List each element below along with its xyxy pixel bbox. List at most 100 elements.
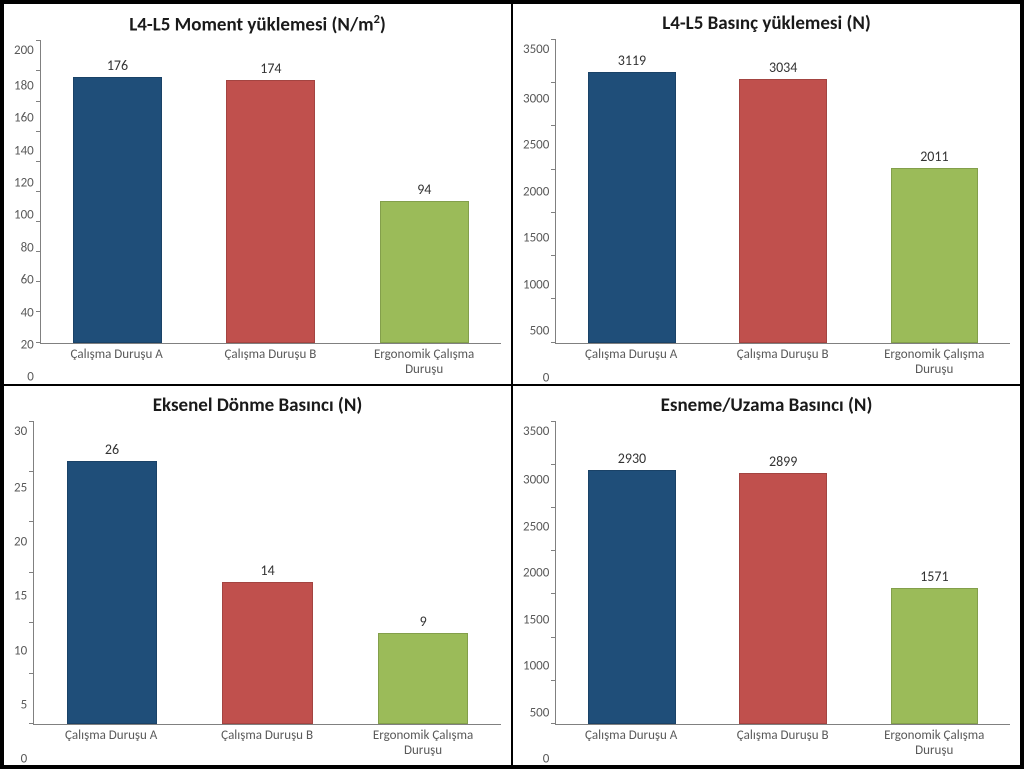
y-tick-label: 120 xyxy=(14,176,34,189)
bar xyxy=(222,582,312,724)
x-category-label: Ergonomik ÇalışmaDuruşu xyxy=(347,348,501,378)
y-tick-label: 160 xyxy=(14,112,34,125)
bar-slot: 2930 xyxy=(556,421,707,725)
plot-wrap: 26149Çalışma Duruşu AÇalışma Duruşu BErg… xyxy=(33,421,501,760)
chart-panel-0: L4-L5 Moment yüklemesi (N/m2)20018016014… xyxy=(3,3,512,385)
y-tick-label: 0 xyxy=(543,371,550,384)
bar xyxy=(588,72,676,343)
value-label: 14 xyxy=(261,562,275,579)
y-tick-label: 80 xyxy=(21,241,34,254)
y-tick-label: 3500 xyxy=(523,43,549,56)
chart-title: L4-L5 Basınç yüklemesi (N) xyxy=(523,12,1010,35)
y-tick-label: 3000 xyxy=(523,92,549,105)
bar xyxy=(378,633,468,724)
y-tick-label: 60 xyxy=(21,274,34,287)
value-label: 3034 xyxy=(769,59,797,76)
x-category-label: Çalışma Duruşu A xyxy=(40,348,194,378)
y-tick-label: 20 xyxy=(21,338,34,351)
value-label: 94 xyxy=(417,181,431,198)
chart-panel-1: L4-L5 Basınç yüklemesi (N) 3500 3000 2500 20… xyxy=(512,3,1021,385)
x-category-label: Ergonomik ÇalışmaDuruşu xyxy=(858,348,1010,378)
y-tick-label: 1500 xyxy=(523,232,549,245)
value-label: 1571 xyxy=(920,568,948,585)
bar-slot: 174 xyxy=(194,40,347,342)
x-category-label: Çalışma Duruşu A xyxy=(33,729,189,759)
chart-title: Eksenel Dönme Basıncı (N) xyxy=(14,394,501,417)
chart-title: Esneme/Uzama Basıncı (N) xyxy=(523,394,1010,417)
bars: 26149 xyxy=(34,421,501,725)
chart-area: 3500300025002000150010005000293028991571… xyxy=(523,421,1010,760)
bar-slot: 3119 xyxy=(556,39,707,343)
x-category-label: Ergonomik ÇalışmaDuruşu xyxy=(858,729,1010,759)
chart-area: 3500300025002000150010005000311930342011… xyxy=(523,39,1010,378)
bar xyxy=(891,588,979,724)
bars: 176 174 94 xyxy=(41,40,501,342)
bar xyxy=(891,168,979,342)
bar-slot: 176 xyxy=(41,40,194,342)
plot: 3119 3034 2011 xyxy=(555,39,1010,344)
bar xyxy=(739,79,827,342)
y-tick-label: 0 xyxy=(27,371,34,384)
bar xyxy=(226,80,315,343)
chart-area: 20018016014012010080604020017617494Çalış… xyxy=(14,40,501,377)
plot-wrap: 3119 3034 2011 Çalışma Duruşu AÇalışma Duru… xyxy=(555,39,1010,378)
bar-slot: 3034 xyxy=(708,39,859,343)
y-tick-label: 500 xyxy=(530,706,550,719)
y-tick-label: 0 xyxy=(21,753,28,766)
x-category-label: Çalışma Duruşu B xyxy=(707,348,859,378)
y-tick-label: 30 xyxy=(14,424,27,437)
bar xyxy=(73,77,162,343)
bar-slot: 26 xyxy=(34,421,190,725)
x-axis: Çalışma Duruşu AÇalışma Duruşu BErgonomi… xyxy=(40,344,501,378)
y-tick-label: 1000 xyxy=(523,660,549,673)
y-tick-label: 2500 xyxy=(523,520,549,533)
bars: 3119 3034 2011 xyxy=(556,39,1010,343)
x-category-label: Çalışma Duruşu A xyxy=(555,729,707,759)
y-tick-label: 140 xyxy=(14,144,34,157)
plot-wrap: 2930 2899 1571 Çalışma Duruşu AÇalışma Duru… xyxy=(555,421,1010,760)
y-tick-label: 2000 xyxy=(523,185,549,198)
y-tick-label: 15 xyxy=(14,590,27,603)
chart-area: 30252015105026149Çalışma Duruşu AÇalışma… xyxy=(14,421,501,760)
bar xyxy=(588,470,676,724)
y-tick-label: 10 xyxy=(14,644,27,657)
y-tick-label: 1000 xyxy=(523,278,549,291)
x-axis: Çalışma Duruşu AÇalışma Duruşu BErgonomi… xyxy=(555,725,1010,759)
y-tick-label: 0 xyxy=(543,753,550,766)
bar-slot: 2011 xyxy=(859,39,1010,343)
bar xyxy=(67,461,157,724)
y-tick-label: 200 xyxy=(14,44,34,57)
bar xyxy=(380,201,469,343)
y-tick-label: 25 xyxy=(14,481,27,494)
y-tick-label: 2500 xyxy=(523,139,549,152)
value-label: 2011 xyxy=(920,148,948,165)
x-category-label: Çalışma Duruşu B xyxy=(194,348,348,378)
y-tick-label: 500 xyxy=(530,325,550,338)
x-category-label: Çalışma Duruşu B xyxy=(189,729,345,759)
x-axis: Çalışma Duruşu AÇalışma Duruşu BErgonomi… xyxy=(33,725,501,759)
chart-panel-2: Eksenel Dönme Basıncı (N) 30 25 20 15 10 5 0 26 1… xyxy=(3,385,512,767)
y-tick-label: 5 xyxy=(21,698,28,711)
bar-slot: 94 xyxy=(348,40,501,342)
value-label: 26 xyxy=(105,441,119,458)
plot-wrap: 176 174 94 Çalışma Duruşu AÇalışma Duruşu B… xyxy=(40,40,501,377)
chart-title: L4-L5 Moment yüklemesi (N/m2) xyxy=(14,12,501,36)
y-tick-label: 180 xyxy=(14,79,34,92)
plot: 2930 2899 1571 xyxy=(555,421,1010,726)
value-label: 2899 xyxy=(769,453,797,470)
value-label: 174 xyxy=(260,60,281,77)
x-category-label: Çalışma Duruşu B xyxy=(707,729,859,759)
y-tick-label: 100 xyxy=(14,209,34,222)
bar-slot: 1571 xyxy=(859,421,1010,725)
value-label: 176 xyxy=(107,57,128,74)
y-tick-label: 20 xyxy=(14,536,27,549)
chart-panel-3: Esneme/Uzama Basıncı (N) 3500 3000 2500 2000… xyxy=(512,385,1021,767)
y-tick-label: 40 xyxy=(21,306,34,319)
x-category-label: Ergonomik ÇalışmaDuruşu xyxy=(345,729,501,759)
bar xyxy=(739,473,827,724)
y-tick-label: 3500 xyxy=(523,424,549,437)
y-tick-label: 2000 xyxy=(523,567,549,580)
y-tick-label: 3000 xyxy=(523,474,549,487)
x-category-label: Çalışma Duruşu A xyxy=(555,348,707,378)
value-label: 3119 xyxy=(618,52,646,69)
